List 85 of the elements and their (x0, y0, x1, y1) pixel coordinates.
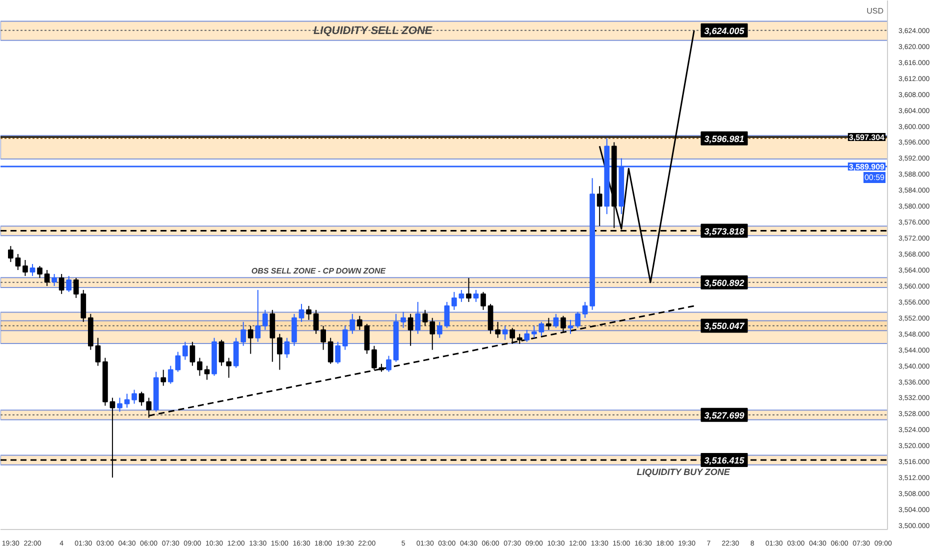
candlestick (248, 325, 254, 354)
candlestick (422, 309, 428, 326)
candlestick (8, 246, 14, 263)
candlestick (495, 321, 500, 338)
ref-line-label: 3,560.892 (704, 278, 744, 288)
candlestick (80, 289, 86, 322)
annotation: 00:59 (864, 173, 886, 182)
candlestick (226, 357, 232, 378)
candlestick (73, 277, 79, 298)
candlestick (546, 317, 552, 330)
candlestick (95, 337, 101, 366)
candlestick (452, 291, 457, 310)
candlestick (117, 397, 122, 412)
band-label: LIQUIDITY BUY ZONE (636, 466, 731, 477)
candlestick (22, 260, 28, 276)
candlestick (430, 317, 436, 350)
candlestick (458, 289, 464, 302)
ref-line-label: 3,624.005 (704, 26, 746, 36)
band-label: OBS SELL ZONE - CP DOWN ZONE (251, 266, 386, 276)
ref-line-label: 3,573.818 (704, 226, 744, 236)
candlestick (204, 365, 210, 380)
candlestick (44, 269, 50, 286)
candlestick (516, 333, 522, 344)
candlestick (160, 369, 166, 386)
ref-line-label: 3,516.415 (704, 455, 746, 466)
candlestick (488, 303, 494, 334)
candlestick (262, 309, 268, 330)
candlestick (582, 301, 588, 318)
candlestick (553, 313, 559, 328)
candlestick (502, 325, 508, 340)
ref-line-label: 3,550.047 (704, 321, 746, 332)
candlestick (575, 311, 580, 328)
candlestick (531, 325, 537, 338)
candlestick (52, 273, 57, 286)
y-axis-title: USD (866, 6, 884, 16)
candlestick (240, 321, 246, 346)
candlestick (190, 341, 196, 366)
candlestick (444, 301, 450, 328)
candlestick (124, 393, 130, 408)
candlestick (277, 333, 282, 370)
candlestick (328, 337, 334, 364)
candlestick (524, 329, 530, 342)
candlestick (320, 325, 326, 350)
candlestick (386, 355, 392, 372)
candlestick (30, 264, 36, 276)
candlestick (560, 315, 566, 332)
candlestick (538, 321, 544, 336)
candlestick (356, 315, 362, 330)
candlestick (292, 313, 297, 346)
ref-line-label: 3,597.304 (848, 133, 886, 142)
candlestick (197, 357, 202, 376)
candlestick (400, 311, 406, 328)
candlestick (568, 319, 574, 334)
candlestick (58, 273, 64, 294)
candlestick (15, 254, 21, 270)
candlestick (473, 289, 479, 302)
candlestick (132, 389, 137, 404)
candlestick (218, 339, 224, 366)
ref-line-label: 3,527.699 (704, 410, 744, 420)
candlestick (255, 289, 261, 342)
candlestick (350, 313, 356, 334)
candlestick (466, 277, 472, 302)
candlestick (313, 309, 319, 334)
candlestick (335, 341, 341, 364)
candlestick (372, 345, 377, 370)
band-label: LIQUIDITY SELL ZONE (313, 24, 433, 37)
candlestick (364, 323, 370, 354)
ref-line-label: 3,596.981 (704, 134, 744, 144)
candlestick (284, 337, 290, 358)
candlestick (37, 266, 42, 278)
candlestick (182, 341, 188, 360)
ref-line-label: 3,589.909 (848, 162, 886, 172)
candlestick (436, 321, 442, 338)
candlestick (66, 275, 72, 292)
candlestick (408, 313, 414, 346)
candlestick (596, 186, 602, 227)
candlestick (342, 325, 348, 350)
candlestick (138, 391, 144, 406)
candlestick (298, 303, 304, 322)
candlestick (415, 301, 421, 334)
candlestick (510, 327, 516, 344)
candlestick (270, 309, 276, 362)
candlestick (233, 337, 239, 368)
candlestick (306, 305, 312, 320)
candlestick (480, 291, 486, 310)
